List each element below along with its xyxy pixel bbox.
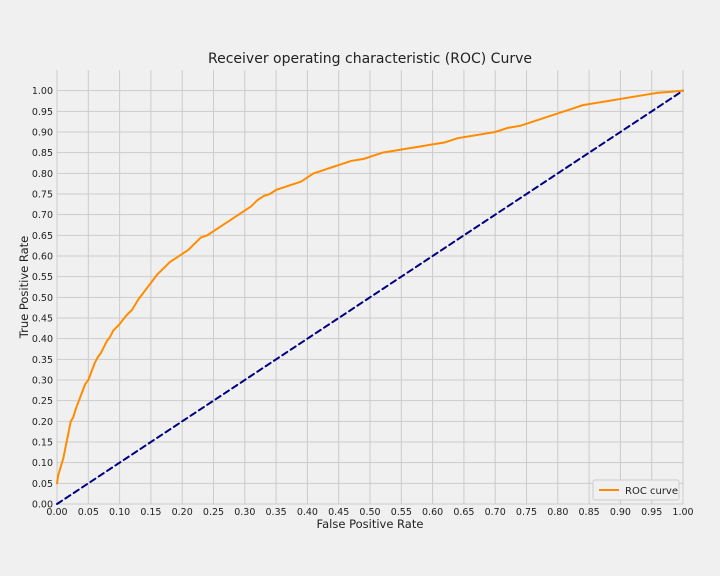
y-tick-label: 0.45 (32, 314, 53, 325)
y-tick-label: 0.55 (32, 272, 53, 283)
y-tick-label: 0.90 (32, 128, 53, 139)
x-tick-label: 0.60 (422, 507, 443, 518)
legend-box (592, 479, 680, 501)
x-tick-label: 0.95 (641, 507, 662, 518)
y-tick-label: 0.00 (32, 500, 53, 511)
x-tick-label: 1.00 (672, 507, 693, 518)
y-tick-label: 0.75 (32, 190, 53, 201)
diagonal-reference-line (56, 89, 684, 505)
y-tick-label: 0.35 (32, 355, 53, 366)
x-tick-label: 0.85 (579, 507, 600, 518)
y-tick-label: 1.00 (32, 86, 53, 97)
x-tick-label: 0.25 (203, 507, 224, 518)
y-tick-label: 0.95 (32, 107, 53, 118)
y-tick-label: 0.70 (32, 210, 53, 221)
y-tick-label: 0.10 (32, 458, 53, 469)
y-tick-label: 0.40 (32, 334, 53, 345)
x-tick-label: 0.30 (234, 507, 255, 518)
y-tick-label: 0.25 (32, 396, 53, 407)
y-tick-label: 0.80 (32, 169, 53, 180)
series-layer (56, 89, 684, 505)
y-tick-label: 0.60 (32, 252, 53, 263)
x-axis-label: False Positive Rate (317, 517, 424, 531)
y-tick-label: 0.20 (32, 417, 53, 428)
x-tick-label: 0.00 (46, 507, 67, 518)
x-tick-label: 0.05 (78, 507, 99, 518)
x-tick-label: 0.15 (140, 507, 161, 518)
legend: ROC curve (592, 479, 680, 501)
x-tick-label: 0.80 (547, 507, 568, 518)
y-tick-label: 0.65 (32, 231, 53, 242)
y-tick-label: 0.30 (32, 376, 53, 387)
roc-curve-line (56, 89, 684, 485)
legend-label-roc: ROC curve (625, 486, 678, 497)
x-tick-label: 0.45 (328, 507, 349, 518)
x-tick-label: 0.35 (266, 507, 287, 518)
y-tick-label: 0.15 (32, 438, 53, 449)
y-tick-label: 0.85 (32, 148, 53, 159)
y-tick-label: 0.05 (32, 479, 53, 490)
x-tick-label: 0.90 (610, 507, 631, 518)
x-tick-label: 0.65 (453, 507, 474, 518)
x-tick-label: 0.55 (391, 507, 412, 518)
x-tick-label: 0.20 (172, 507, 193, 518)
chart-title: Receiver operating characteristic (ROC) … (208, 51, 532, 67)
y-tick-labels: 0.00 0.05 0.10 0.15 0.20 0.25 0.30 0.35 0.40 0.45… (32, 86, 53, 510)
x-tick-labels: 0.00 0.05 0.10 0.15 0.20 0.25 0.30 0.35 0.40 0.45… (46, 507, 693, 518)
x-tick-label: 0.10 (109, 507, 130, 518)
grid (56, 70, 684, 505)
y-axis-label: True Positive Rate (17, 236, 31, 339)
y-tick-label: 0.50 (32, 293, 53, 304)
x-tick-label: 0.75 (516, 507, 537, 518)
x-tick-label: 0.50 (359, 507, 380, 518)
x-tick-label: 0.70 (485, 507, 506, 518)
x-tick-label: 0.40 (297, 507, 318, 518)
